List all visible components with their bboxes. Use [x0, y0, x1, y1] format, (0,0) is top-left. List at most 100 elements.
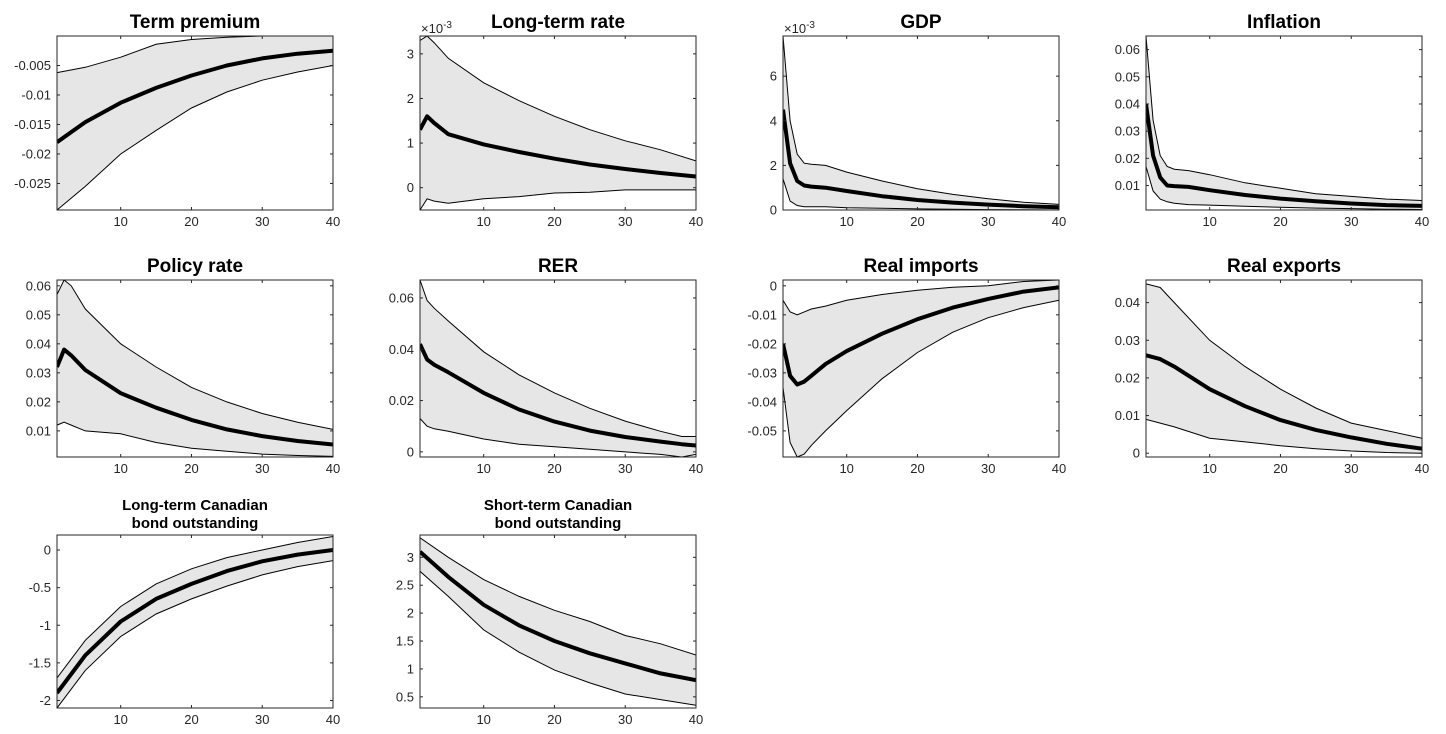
x-tick-label: 40	[1415, 214, 1429, 229]
y-tick-label: 0.02	[1115, 151, 1140, 166]
plot-layer	[57, 280, 333, 457]
y-tick-label: 0.06	[26, 278, 51, 293]
axis-exponent-label: ×10-3	[784, 20, 815, 36]
plot-layer	[57, 36, 333, 210]
x-tick-label: 10	[476, 461, 490, 476]
plot-layer	[420, 280, 696, 457]
x-tick-label: 20	[184, 214, 198, 229]
confidence-band	[1146, 36, 1422, 210]
x-tick-label: 20	[184, 712, 198, 727]
median-line	[783, 285, 1059, 387]
axes-box	[419, 534, 697, 709]
panel-3: 10 20 30 40 0.01 0.02 0.03 0.04 0.05 0.06 Inflatio…	[1115, 12, 1430, 229]
y-tick-label: 0.04	[1115, 295, 1140, 310]
upper-bound-line	[1146, 36, 1422, 201]
panel-title: Real exports	[1227, 256, 1341, 277]
y-tick-label: 0.04	[389, 342, 414, 357]
median-line	[57, 347, 333, 447]
y-tick-label: -0.5	[29, 580, 51, 595]
median-line	[57, 548, 333, 695]
axes-box	[56, 534, 334, 709]
axes-box	[419, 35, 697, 211]
plot-layer	[57, 536, 333, 708]
plot-layer	[1146, 283, 1422, 454]
y-tick-label: 0.01	[1115, 178, 1140, 193]
x-tick-label: 10	[113, 712, 127, 727]
upper-bound-line	[57, 536, 333, 679]
upper-bound-line	[783, 36, 1059, 205]
x-tick-label: 10	[1202, 214, 1216, 229]
upper-bound-line	[420, 36, 696, 162]
y-tick-label: 4	[770, 113, 777, 128]
x-tick-label: 30	[255, 712, 269, 727]
panel-4: 10 20 30 40 0.01 0.02 0.03 0.04 0.05 0.06 Policy r…	[26, 256, 341, 476]
y-tick-label: 0.06	[389, 290, 414, 305]
panel-title: Term premium	[130, 12, 261, 33]
x-tick-label: 20	[547, 214, 561, 229]
plot-layer	[420, 537, 696, 706]
lower-bound-line	[57, 560, 333, 708]
y-tick-label: 1	[407, 661, 414, 676]
panel-2: 10 20 30 40 0 2 4 6 ×10-3 GDP	[770, 12, 1066, 229]
confidence-band	[783, 280, 1059, 457]
median-line	[420, 343, 696, 448]
y-tick-label: 0	[44, 543, 51, 558]
x-tick-label: 10	[1202, 461, 1216, 476]
x-tick-label: 20	[547, 712, 561, 727]
panel-title-line: bond outstanding	[495, 515, 622, 532]
y-tick-label: -0.02	[21, 146, 51, 161]
median-line	[1146, 353, 1422, 451]
lower-bound-line	[783, 299, 1059, 457]
panel-8: 10 20 30 40 -2 -1.5 -1 -0.5 0 Long-term Canadianb…	[29, 497, 341, 727]
x-tick-label: 40	[1052, 214, 1066, 229]
y-tick-label: 0.02	[389, 393, 414, 408]
lower-bound-line	[57, 421, 333, 457]
axes-box	[56, 35, 334, 211]
panel-9: 10 20 30 40 0.5 1 1.5 2 2.5 3 Short-term Canadianb…	[396, 497, 703, 727]
y-tick-label: -0.02	[747, 336, 777, 351]
axes-box	[1145, 35, 1423, 211]
panel-1: 10 20 30 40 0 1 2 3 ×10-3 Long-term rate	[407, 12, 703, 229]
confidence-band	[57, 280, 333, 457]
panel-title: Long-term rate	[491, 12, 625, 33]
x-tick-label: 40	[689, 214, 703, 229]
confidence-band	[1146, 283, 1422, 454]
y-tick-label: 0.03	[26, 365, 51, 380]
x-tick-label: 10	[113, 461, 127, 476]
y-tick-label: 0.04	[1115, 96, 1140, 111]
x-tick-label: 30	[255, 214, 269, 229]
x-tick-label: 30	[618, 461, 632, 476]
axis-exponent-label: ×10-3	[421, 20, 452, 36]
y-tick-label: 0	[770, 203, 777, 218]
confidence-band	[783, 36, 1059, 210]
y-tick-label: -0.03	[747, 365, 777, 380]
x-tick-label: 10	[113, 214, 127, 229]
x-tick-label: 10	[839, 214, 853, 229]
y-tick-label: 3	[407, 46, 414, 61]
y-tick-label: 0	[407, 444, 414, 459]
y-tick-label: -0.015	[14, 117, 51, 132]
x-tick-label: 20	[184, 461, 198, 476]
axes-box	[782, 279, 1060, 458]
panel-title: Real imports	[863, 256, 978, 277]
upper-bound-line	[420, 537, 696, 656]
x-tick-label: 30	[255, 461, 269, 476]
y-tick-label: 3	[407, 550, 414, 565]
y-tick-label: 0.02	[26, 394, 51, 409]
x-tick-label: 40	[689, 712, 703, 727]
panel-title: Policy rate	[147, 256, 243, 277]
plot-layer	[420, 36, 696, 210]
panel-title-line: bond outstanding	[132, 515, 259, 532]
panel-title: Inflation	[1247, 12, 1321, 33]
y-tick-label: 0.05	[1115, 69, 1140, 84]
upper-bound-line	[420, 280, 696, 437]
y-tick-label: -0.01	[747, 307, 777, 322]
confidence-band	[420, 280, 696, 457]
panel-6: 10 20 30 40 -0.05 -0.04 -0.03 -0.02 -0.01 0 Real i…	[747, 256, 1066, 476]
y-tick-label: 2	[407, 606, 414, 621]
x-tick-label: 30	[618, 214, 632, 229]
y-tick-label: 6	[770, 69, 777, 84]
x-tick-label: 20	[910, 461, 924, 476]
panel-title: GDP	[900, 12, 942, 33]
